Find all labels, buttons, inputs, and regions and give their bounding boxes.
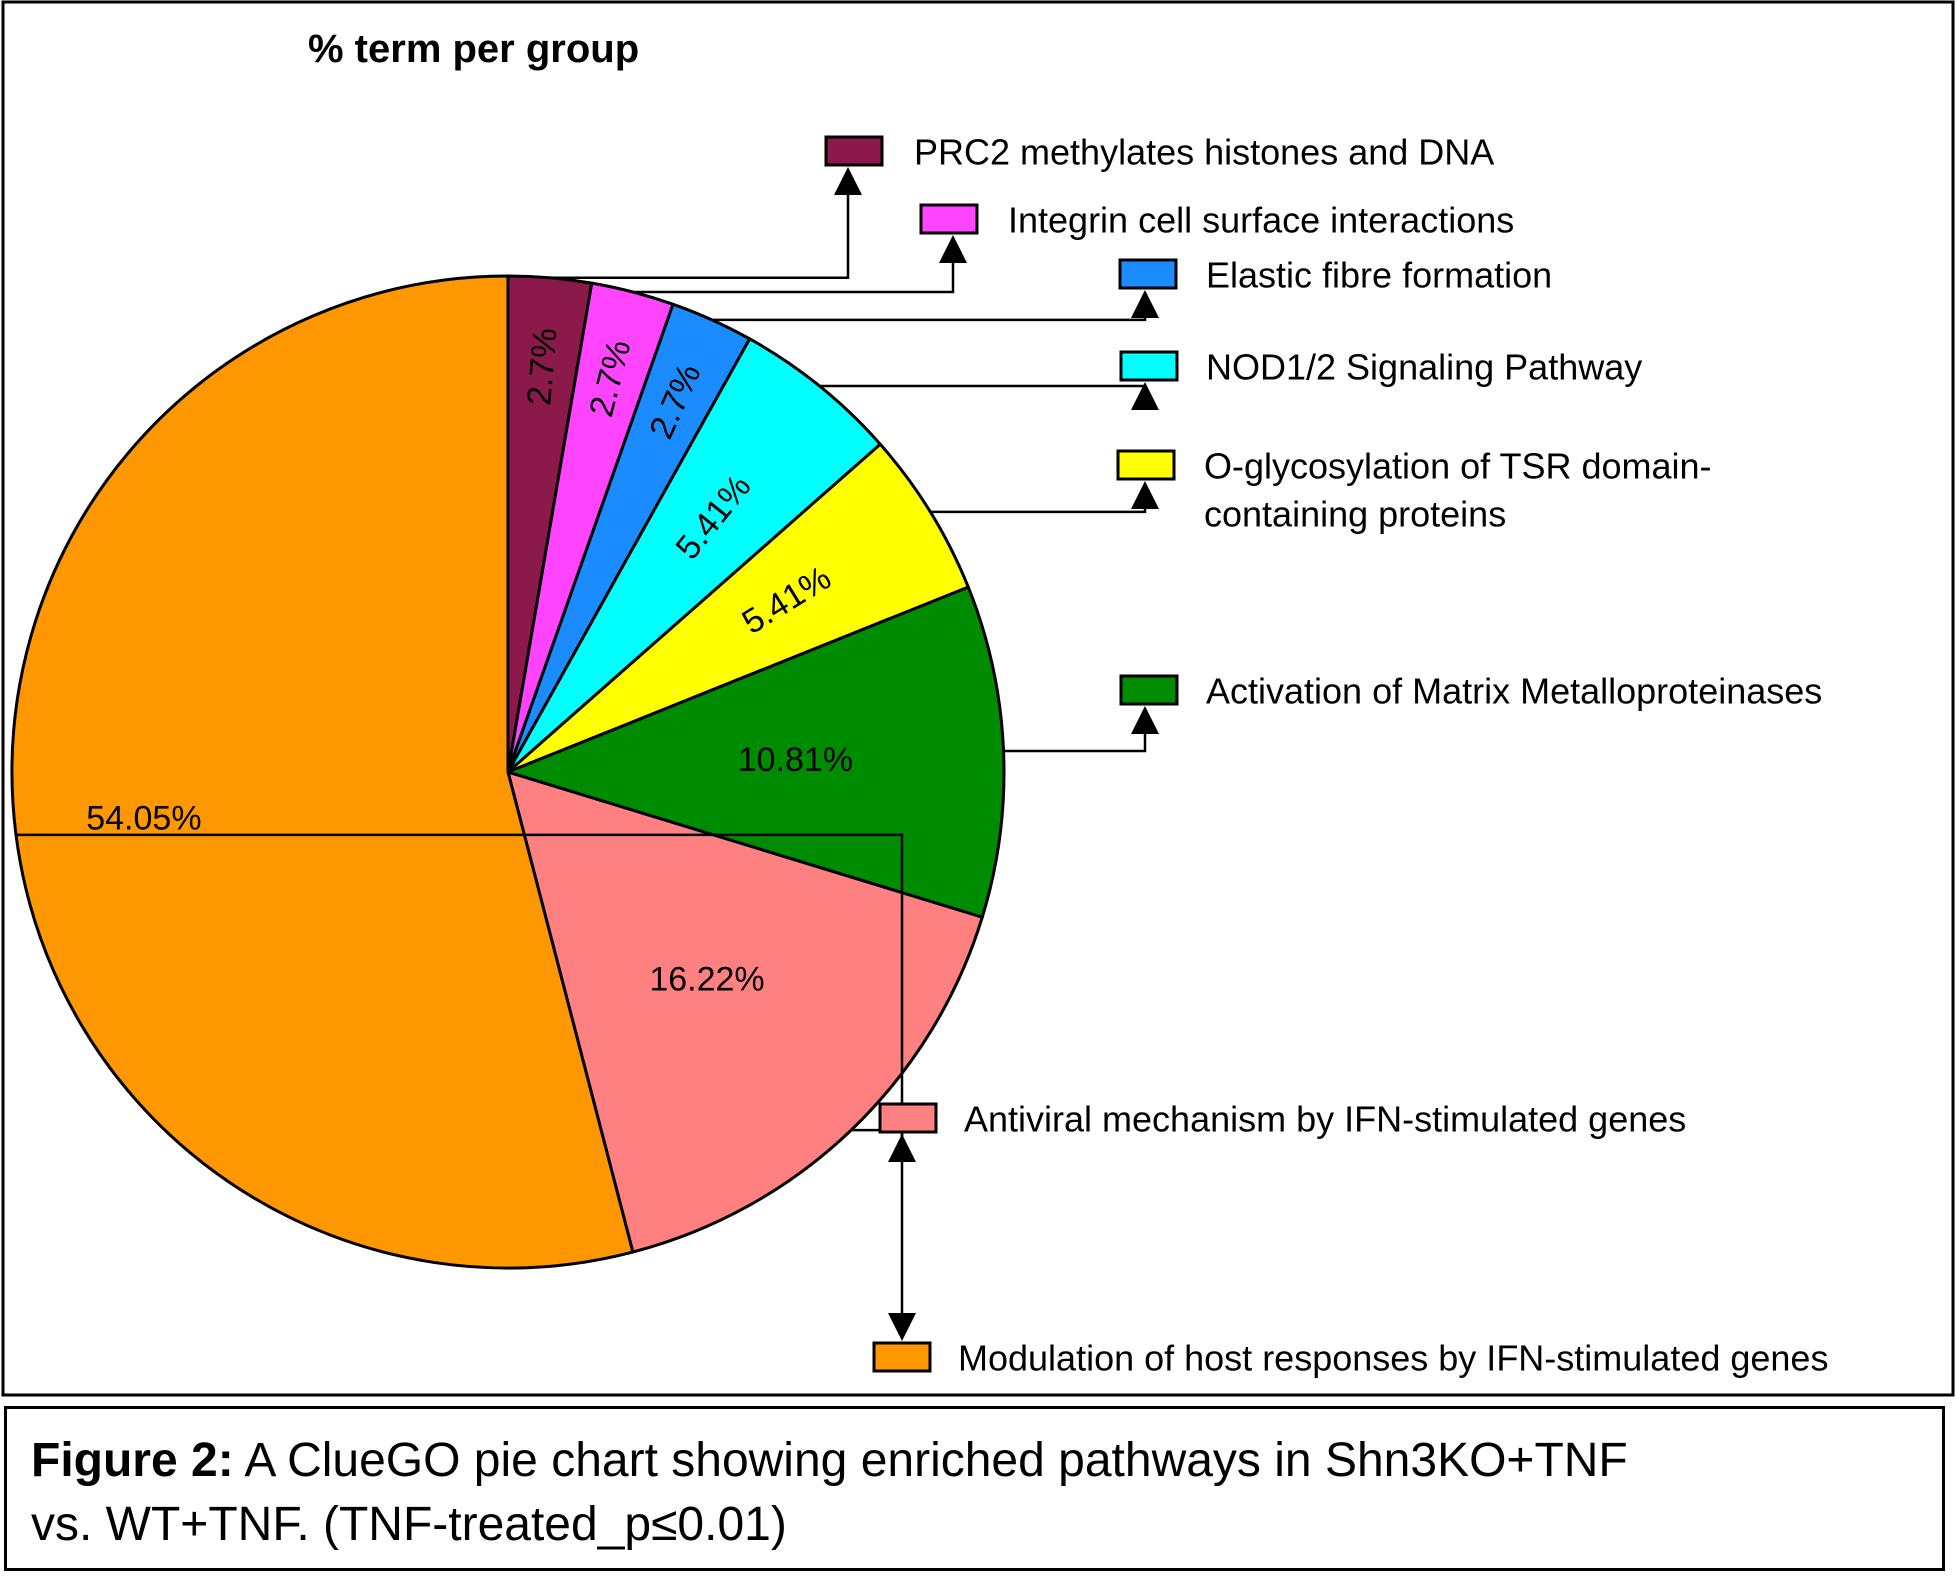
legend-label: containing proteins xyxy=(1204,494,1506,535)
legend-connector-line xyxy=(16,833,904,1321)
pie-value-label: 2.7% xyxy=(520,326,564,406)
legend: PRC2 methylates histones and DNA Integrin… xyxy=(824,132,1828,1379)
pie-slices xyxy=(10,274,1006,1270)
legend-label: Activation of Matrix Metalloproteinases xyxy=(1206,671,1822,712)
legend-connector-line xyxy=(1003,726,1147,753)
legend-swatch xyxy=(1118,258,1178,290)
legend-label: Modulation of host responses by IFN-stim… xyxy=(958,1338,1828,1379)
legend-swatch xyxy=(878,1102,938,1134)
legend-label: PRC2 methylates histones and DNA xyxy=(914,132,1494,173)
chart-border xyxy=(1,0,1955,1397)
legend-connector-arrow xyxy=(1131,290,1159,318)
pie-value-label: 16.22% xyxy=(649,961,764,999)
legend-connector-line xyxy=(930,501,1147,514)
legend-swatch xyxy=(872,1341,932,1373)
caption-text-1: A ClueGO pie chart showing enriched path… xyxy=(233,1434,1628,1487)
pie-value-label: 10.81% xyxy=(738,741,853,779)
legend-label: O-glycosylation of TSR domain- xyxy=(1204,446,1712,487)
legend-connector-arrow xyxy=(1131,706,1159,734)
caption-line-2: vs. WT+TNF. (TNF-treated_p≤0.01) xyxy=(31,1498,787,1551)
legend-connectors xyxy=(16,167,1159,1341)
pie-slice xyxy=(506,337,882,774)
legend-swatch xyxy=(919,203,979,235)
legend-connector-line xyxy=(550,187,850,280)
legend-connector-arrow xyxy=(834,167,862,195)
pie-chart-figure: % term per group 2.7% 2.7% 2.7%5.41%5.41%1… xyxy=(1,0,1955,1397)
legend-label: Elastic fibre formation xyxy=(1206,255,1552,296)
legend-swatch xyxy=(1116,449,1176,481)
legend-connector-arrow xyxy=(1131,481,1159,509)
caption-line-1: Figure 2: A ClueGO pie chart showing enr… xyxy=(31,1429,1918,1493)
legend-label: Integrin cell surface interactions xyxy=(1008,200,1514,241)
figure-caption: Figure 2: A ClueGO pie chart showing enr… xyxy=(4,1406,1945,1571)
legend-connector-line xyxy=(712,310,1147,322)
legend-connector-line xyxy=(632,255,955,294)
legend-swatch xyxy=(824,135,884,167)
pie-slice xyxy=(506,770,984,1254)
legend-label: Antiviral mechanism by IFN-stimulated ge… xyxy=(964,1099,1686,1140)
legend-connector-arrow xyxy=(1131,382,1159,410)
legend-label: NOD1/2 Signaling Pathway xyxy=(1206,347,1642,388)
legend-connector-arrow xyxy=(939,235,967,263)
legend-connector-line xyxy=(819,384,1147,402)
chart-title: % term per group xyxy=(308,27,639,71)
legend-swatch xyxy=(1119,350,1179,382)
legend-connector-arrow xyxy=(888,1313,916,1341)
caption-figure-label: Figure 2: xyxy=(31,1434,234,1487)
legend-swatch xyxy=(1119,674,1179,706)
pie-value-label: 54.05% xyxy=(86,800,201,838)
